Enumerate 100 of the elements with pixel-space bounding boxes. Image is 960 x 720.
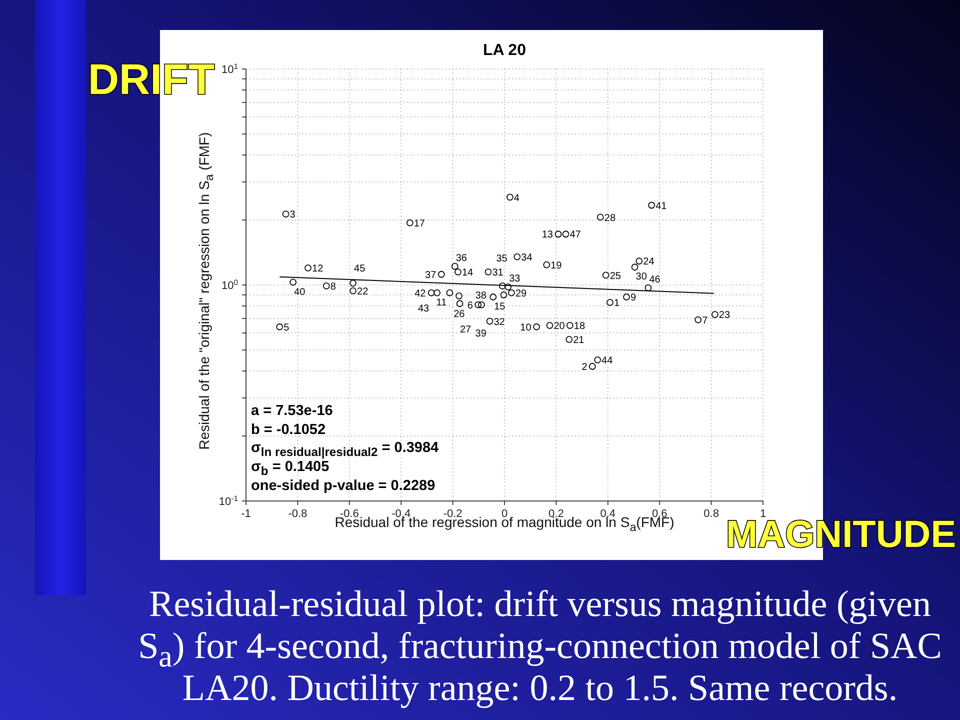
annotation: 17 xyxy=(414,218,426,230)
annotation: 4 xyxy=(514,192,520,204)
point xyxy=(322,282,330,290)
annotation: σ$_{b}$ = 0.1405 xyxy=(251,459,330,478)
x-tick-label: -0.8 xyxy=(288,508,308,520)
point xyxy=(498,282,506,290)
point xyxy=(504,283,512,290)
point xyxy=(474,301,482,308)
point xyxy=(490,294,497,300)
annotation: 41 xyxy=(656,200,668,212)
annotation: 26 xyxy=(454,309,466,320)
point xyxy=(456,292,462,300)
x-tick-label: -1 xyxy=(241,508,251,520)
annotation: 38 xyxy=(475,290,487,302)
annotation: 22 xyxy=(357,286,369,298)
annotation: 33 xyxy=(509,273,521,284)
point xyxy=(596,214,604,221)
annotation: 7 xyxy=(702,315,708,326)
point xyxy=(694,316,702,324)
point xyxy=(636,258,643,265)
point xyxy=(350,287,356,294)
chart-title: LA 20 xyxy=(483,42,526,59)
annotation: 32 xyxy=(494,316,506,328)
annotation: 42 xyxy=(414,288,426,300)
annotation: 30 xyxy=(636,272,648,283)
point xyxy=(711,311,718,318)
point xyxy=(508,289,515,296)
point xyxy=(484,268,492,276)
point xyxy=(451,262,458,270)
point xyxy=(514,253,521,260)
annotation: 34 xyxy=(521,252,533,264)
y-tick-label: 10$^{0}$ xyxy=(221,278,238,292)
annotation: 18 xyxy=(574,321,586,332)
annotation: 46 xyxy=(649,274,661,286)
annotation: 1 xyxy=(614,298,620,310)
annotation: 20 xyxy=(554,321,566,332)
point xyxy=(428,289,435,296)
point xyxy=(588,362,596,370)
point xyxy=(456,300,464,308)
annotation: 2 xyxy=(582,362,588,373)
annotation: 13 xyxy=(542,230,554,241)
x-tick-label: 0 xyxy=(501,508,508,520)
annotation: 5 xyxy=(284,322,290,334)
annotation: 29 xyxy=(515,288,528,300)
annotation: 45 xyxy=(354,264,366,275)
point xyxy=(546,322,554,329)
point xyxy=(606,299,614,306)
point xyxy=(562,230,570,238)
annotation: 3 xyxy=(290,210,296,221)
x-tick-label: 0.8 xyxy=(704,508,719,520)
point xyxy=(506,194,514,201)
point xyxy=(644,284,652,292)
point xyxy=(500,291,508,298)
annotation: 19 xyxy=(550,260,562,272)
point xyxy=(406,219,414,226)
point xyxy=(454,268,462,276)
annotation: 40 xyxy=(294,286,306,298)
annotation: 6 xyxy=(467,300,474,312)
point xyxy=(438,270,445,278)
point xyxy=(554,230,562,238)
y-tick-label: 10$^{-1}$ xyxy=(218,494,238,508)
point xyxy=(631,264,638,271)
annotation: 43 xyxy=(418,303,430,314)
annotation: 47 xyxy=(570,230,582,241)
annotation: a = 7.53e-16 xyxy=(251,403,333,419)
annotation: 15 xyxy=(494,302,506,313)
annotation: 36 xyxy=(456,252,468,264)
point xyxy=(594,356,602,364)
annotation: 25 xyxy=(610,270,622,282)
point xyxy=(290,278,296,286)
annotation: one-sided p-value = 0.2289 xyxy=(251,478,436,494)
annotation: 8 xyxy=(330,282,336,293)
annotation: 9 xyxy=(630,292,637,304)
annotation: 44 xyxy=(602,356,614,367)
point xyxy=(566,336,573,343)
point xyxy=(478,301,485,308)
annotation: 12 xyxy=(312,263,324,274)
annotation: 37 xyxy=(425,270,437,281)
annotation: σ$_{ln residual|residual2}$ = 0.3984 xyxy=(251,440,439,460)
point xyxy=(446,289,454,296)
annotation: 39 xyxy=(475,328,487,340)
point xyxy=(350,280,356,287)
point xyxy=(566,322,574,329)
point xyxy=(623,294,630,300)
annotation: 14 xyxy=(462,267,474,278)
point xyxy=(304,264,312,272)
point xyxy=(543,261,550,268)
text: Residual-residual plot: drift versus magnitude (given S$_{a}$) for 4-second, fracturing-connection model of SAC LA20. Ductility range: 0.2 to 1.5. Same records. xyxy=(138,584,942,709)
x-tick-label: -0.2 xyxy=(443,508,462,520)
point xyxy=(533,323,540,330)
annotation: 21 xyxy=(573,334,585,346)
annotation: 10 xyxy=(520,322,532,334)
annotation: 31 xyxy=(492,267,504,278)
point xyxy=(486,318,494,325)
point xyxy=(602,272,610,279)
annotation: 23 xyxy=(718,310,730,322)
annotation: 35 xyxy=(496,254,508,265)
point xyxy=(434,289,440,296)
annotation: 11 xyxy=(436,297,448,308)
point xyxy=(648,202,656,209)
